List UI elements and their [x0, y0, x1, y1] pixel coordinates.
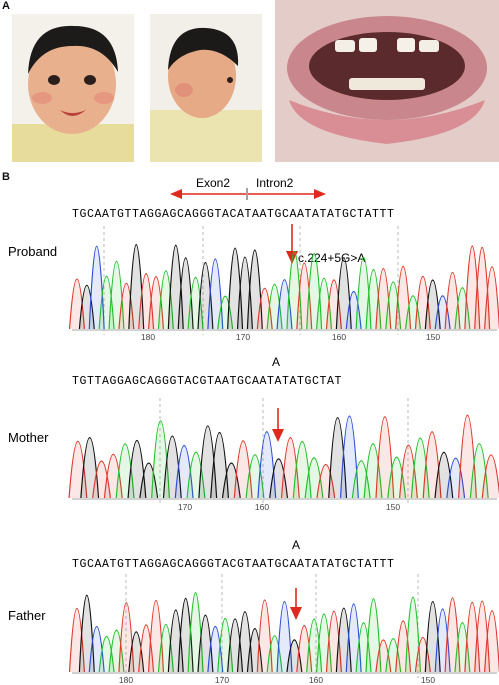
peak-A: [245, 454, 265, 499]
peak-A: [351, 460, 371, 499]
dental-photo: [275, 0, 499, 162]
proband-face-photo: [12, 14, 134, 162]
tick-label: 150: [386, 502, 400, 512]
proband-label: Proband: [8, 244, 57, 259]
tick-label: 180: [141, 332, 155, 342]
tick-label: 160: [309, 675, 323, 685]
mother-sequence: TGTTAGGAGCAGGGTACGTAATGCAATATATGCTAT: [72, 375, 342, 388]
proband-sequence: TGCAATGTTAGGAGCAGGGTACATAATGCAATATATGCTA…: [72, 208, 395, 221]
father-allele-label: A: [292, 538, 300, 552]
tick-label: 180: [119, 675, 133, 685]
peak-G: [246, 249, 263, 330]
peak-T: [138, 624, 155, 673]
exon-intron-annotation: Exon2 Intron2: [170, 176, 326, 200]
peak-T: [481, 454, 499, 499]
mother-label: Mother: [8, 430, 49, 445]
father-mutation-arrow-icon: [290, 588, 302, 620]
peak-T: [256, 599, 273, 673]
peak-C: [434, 295, 451, 330]
father-chromatogram: 180 170 160 150: [68, 574, 499, 685]
peak-T: [395, 265, 412, 330]
tick-label: 160: [332, 332, 346, 342]
exon-label: Exon2: [196, 176, 230, 190]
peak-C: [276, 601, 293, 673]
tick-label: 170: [236, 332, 250, 342]
proband-profile-photo: [150, 14, 262, 162]
peak-C: [339, 415, 359, 499]
tick-label: 150: [426, 332, 440, 342]
tick-label: 150: [421, 675, 435, 685]
mutation-label: c.224+5G>A: [298, 251, 365, 265]
peak-T: [484, 610, 499, 673]
peak-A: [363, 443, 383, 499]
peak-T: [375, 416, 395, 499]
peak-C: [207, 258, 224, 330]
peak-A: [365, 598, 382, 673]
exon-arrow-icon: [170, 189, 182, 199]
peak-G: [246, 628, 263, 673]
intron-label: Intron2: [256, 176, 294, 190]
mother-chromatogram: 170 160 150: [68, 398, 499, 512]
peak-A: [186, 451, 206, 499]
father-label: Father: [8, 608, 46, 623]
panel-a-label: A: [2, 0, 10, 12]
mother-allele-label: A: [272, 355, 280, 369]
peak-T: [484, 266, 499, 330]
mother-mutation-arrow-icon: [272, 408, 284, 442]
tick-label: 160: [255, 502, 269, 512]
tick-label: 170: [178, 502, 192, 512]
peak-G: [210, 431, 230, 499]
peak-A: [385, 638, 402, 673]
panel-b-label: B: [2, 171, 10, 183]
peak-C: [276, 279, 293, 330]
peak-A: [404, 295, 421, 330]
peak-G: [335, 257, 352, 330]
peak-A: [108, 629, 125, 673]
peak-T: [316, 463, 336, 499]
proband-chromatogram: 180 170 160 150: [68, 226, 499, 342]
father-sequence: TGCAATGTTAGGAGCAGGGTACGTAATGCAATATATGCTA…: [72, 558, 395, 571]
peak-A: [404, 596, 422, 673]
peak-G: [221, 462, 241, 499]
tick-label: 170: [215, 675, 229, 685]
peak-G: [269, 458, 289, 499]
intron-arrow-icon: [314, 189, 326, 199]
